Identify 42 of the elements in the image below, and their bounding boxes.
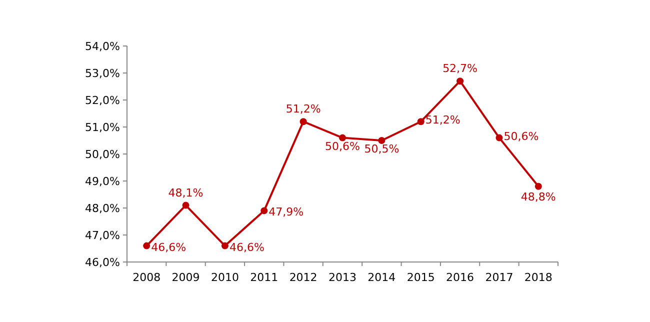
x-tick-label: 2018 bbox=[524, 271, 552, 284]
data-label: 50,6% bbox=[325, 140, 360, 153]
x-tick-label: 2011 bbox=[250, 271, 278, 284]
data-label: 47,9% bbox=[268, 206, 304, 219]
x-tick-label: 2009 bbox=[172, 271, 200, 284]
data-label: 50,6% bbox=[504, 130, 539, 143]
data-label: 46,6% bbox=[151, 240, 186, 254]
x-tick-label: 2012 bbox=[289, 271, 318, 284]
x-tick-label: 2008 bbox=[132, 271, 161, 284]
x-tick-label: 2016 bbox=[446, 271, 474, 284]
x-tick-label: 2013 bbox=[328, 271, 356, 284]
y-tick-label: 54,0% bbox=[85, 40, 120, 53]
data-label: 48,1% bbox=[168, 186, 204, 200]
x-tick-label: 2014 bbox=[368, 271, 396, 284]
x-tick-label: 2017 bbox=[485, 271, 514, 284]
y-tick-label: 50,0% bbox=[85, 148, 120, 161]
y-tick-label: 53,0% bbox=[85, 67, 120, 80]
data-label: 51,2% bbox=[425, 114, 460, 127]
y-tick-label: 47,0% bbox=[85, 229, 120, 242]
point bbox=[300, 118, 307, 126]
point bbox=[221, 242, 228, 250]
data-label: 52,7% bbox=[442, 62, 478, 76]
point bbox=[496, 134, 503, 142]
data-label: 46,6% bbox=[229, 240, 264, 254]
y-tick-label: 51,0% bbox=[85, 121, 120, 134]
point bbox=[260, 207, 268, 214]
data-label: 50,5% bbox=[364, 142, 400, 156]
point bbox=[182, 202, 190, 209]
y-tick-label: 48,0% bbox=[85, 202, 120, 215]
point bbox=[534, 182, 542, 190]
point bbox=[143, 242, 150, 250]
data-label: 51,2% bbox=[286, 102, 321, 116]
y-tick-label: 46,0% bbox=[85, 256, 120, 269]
y-tick-label: 49,0% bbox=[85, 175, 120, 188]
point bbox=[378, 137, 386, 144]
point bbox=[456, 78, 464, 85]
point bbox=[339, 134, 346, 142]
x-tick-label: 2015 bbox=[406, 271, 435, 284]
data-label: 48,8% bbox=[520, 190, 556, 204]
point bbox=[417, 118, 424, 126]
y-tick-label: 52,0% bbox=[85, 94, 120, 107]
x-tick-label: 2010 bbox=[210, 271, 239, 284]
